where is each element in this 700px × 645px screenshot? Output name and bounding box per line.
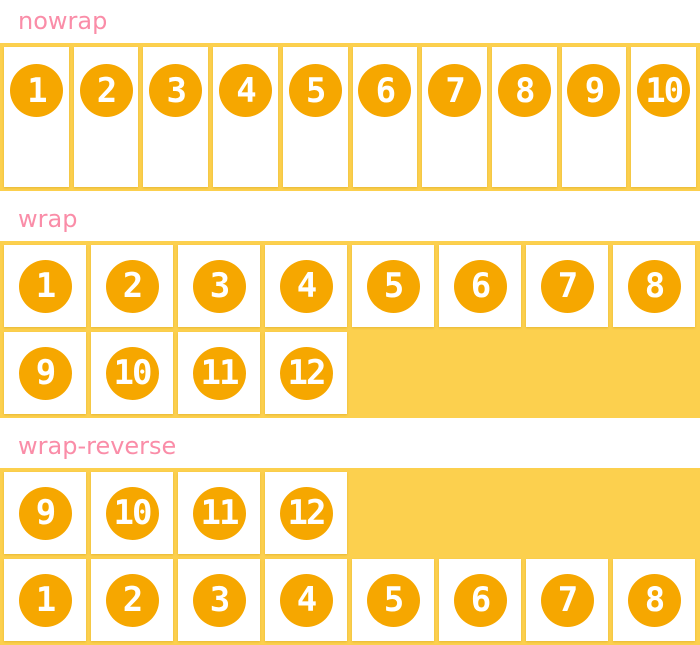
item-number-badge: 10 — [637, 64, 691, 117]
section-label-wrap-reverse: wrap-reverse — [18, 432, 177, 460]
item-number-badge: 1 — [18, 259, 72, 313]
flex-item: 11 — [178, 332, 260, 414]
section-nowrap: nowrap 1 2 3 4 5 6 7 8 9 10 — [0, 8, 700, 191]
item-number-badge: 1 — [9, 64, 63, 117]
flex-item: 8 — [613, 559, 695, 641]
flex-item: 4 — [265, 245, 347, 327]
item-number-badge: 5 — [366, 259, 420, 313]
flex-item: 10 — [631, 47, 697, 187]
item-number-badge: 9 — [18, 486, 72, 540]
item-number-badge: 5 — [288, 64, 342, 117]
item-number-badge: 4 — [279, 259, 333, 313]
flex-item: 9 — [4, 472, 86, 554]
flex-item: 1 — [4, 245, 86, 327]
flex-item: 10 — [91, 332, 173, 414]
item-number-badge: 10 — [105, 486, 159, 540]
item-number-badge: 7 — [428, 64, 482, 117]
flex-container-wrap: 1 2 3 4 5 6 7 8 9 10 11 12 — [0, 241, 700, 418]
flex-item: 7 — [526, 245, 608, 327]
flex-item: 4 — [265, 559, 347, 641]
item-number-badge: 8 — [497, 64, 551, 117]
flex-item: 3 — [178, 559, 260, 641]
flex-item: 6 — [352, 47, 418, 187]
item-number-badge: 6 — [453, 573, 507, 627]
item-number-badge: 4 — [279, 573, 333, 627]
flex-item: 12 — [265, 332, 347, 414]
item-number-badge: 6 — [358, 64, 412, 117]
flex-item: 7 — [422, 47, 487, 187]
item-number-badge: 8 — [627, 259, 681, 313]
flex-item: 12 — [265, 472, 347, 554]
item-number-badge: 8 — [627, 573, 681, 627]
flex-container-nowrap: 1 2 3 4 5 6 7 8 9 10 — [0, 43, 700, 191]
flex-item: 1 — [4, 47, 69, 187]
flex-item: 4 — [213, 47, 278, 187]
flex-item: 9 — [561, 47, 627, 187]
flex-item: 2 — [73, 47, 139, 187]
flex-item: 11 — [178, 472, 260, 554]
item-number-badge: 7 — [540, 573, 594, 627]
item-number-badge: 12 — [279, 346, 333, 400]
flex-item: 6 — [439, 559, 521, 641]
item-number-badge: 3 — [192, 259, 246, 313]
flex-item: 5 — [282, 47, 348, 187]
flex-item: 5 — [352, 559, 434, 641]
item-number-badge: 2 — [105, 573, 159, 627]
section-wrap-reverse: wrap-reverse 1 2 3 4 5 6 7 8 9 10 11 12 — [0, 433, 700, 645]
flex-item: 3 — [143, 47, 209, 187]
item-number-badge: 12 — [279, 486, 333, 540]
flex-item: 8 — [491, 47, 557, 187]
item-number-badge: 10 — [105, 346, 159, 400]
flex-item: 10 — [91, 472, 173, 554]
flex-item: 1 — [4, 559, 86, 641]
section-label-nowrap: nowrap — [18, 7, 108, 35]
flex-item: 9 — [4, 332, 86, 414]
flex-item: 2 — [91, 245, 173, 327]
item-number-badge: 3 — [192, 573, 246, 627]
item-number-badge: 6 — [453, 259, 507, 313]
flex-item: 3 — [178, 245, 260, 327]
flex-item: 7 — [526, 559, 608, 641]
item-number-badge: 2 — [105, 259, 159, 313]
section-label-wrap: wrap — [18, 205, 78, 233]
item-number-badge: 9 — [567, 64, 621, 117]
flex-item: 5 — [352, 245, 434, 327]
item-number-badge: 11 — [192, 486, 246, 540]
item-number-badge: 5 — [366, 573, 420, 627]
section-wrap: wrap 1 2 3 4 5 6 7 8 9 10 11 12 — [0, 206, 700, 418]
flex-item: 6 — [439, 245, 521, 327]
item-number-badge: 11 — [192, 346, 246, 400]
item-number-badge: 4 — [218, 64, 272, 117]
item-number-badge: 9 — [18, 346, 72, 400]
item-number-badge: 3 — [149, 64, 203, 117]
item-number-badge: 2 — [79, 64, 133, 117]
item-number-badge: 7 — [540, 259, 594, 313]
flex-container-wrap-reverse: 1 2 3 4 5 6 7 8 9 10 11 12 — [0, 468, 700, 645]
item-number-badge: 1 — [18, 573, 72, 627]
flex-item: 2 — [91, 559, 173, 641]
flex-item: 8 — [613, 245, 695, 327]
